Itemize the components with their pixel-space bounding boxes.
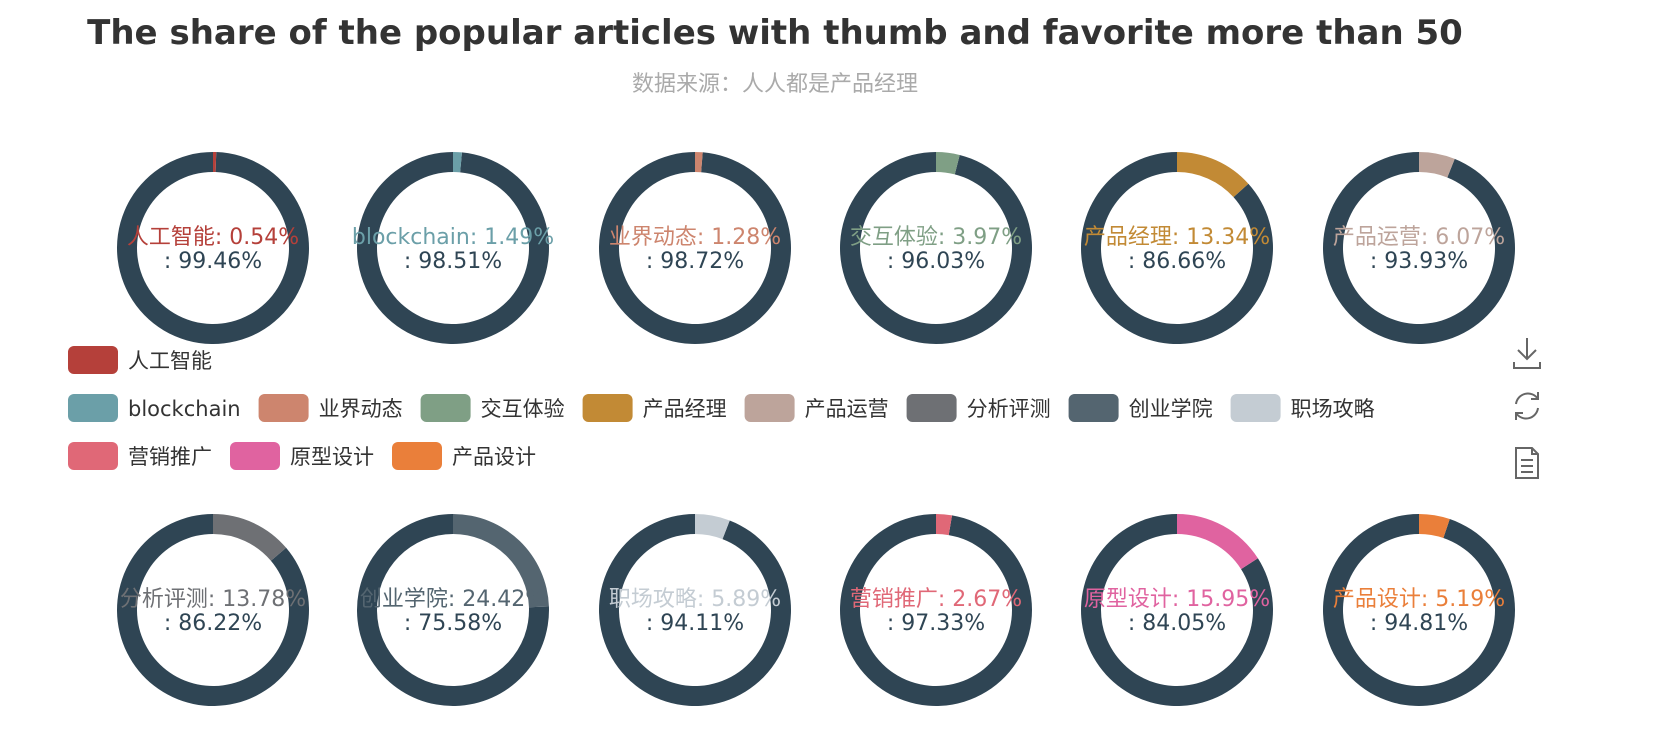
donut-remainder-label: : 99.46% bbox=[164, 249, 262, 274]
legend-item[interactable]: 原型设计 bbox=[230, 442, 374, 470]
donut-value-slice[interactable] bbox=[936, 514, 953, 536]
legend-swatch bbox=[68, 442, 118, 470]
donut-value-slice[interactable] bbox=[1419, 514, 1450, 539]
legend-item[interactable]: 交互体验 bbox=[420, 394, 565, 422]
legend-item[interactable]: 分析评测 bbox=[906, 394, 1051, 422]
legend-item[interactable]: 产品经理 bbox=[582, 394, 727, 422]
legend-item[interactable]: 营销推广 bbox=[68, 442, 212, 470]
donut-value-slice[interactable] bbox=[213, 152, 217, 173]
download-icon[interactable] bbox=[1513, 338, 1541, 369]
donut-value-slice[interactable] bbox=[213, 514, 287, 561]
legend-label: 人工智能 bbox=[128, 349, 212, 373]
legend-label: 产品设计 bbox=[452, 445, 536, 469]
donut-remainder-label: : 98.72% bbox=[646, 249, 744, 274]
donut-remainder-label: : 86.22% bbox=[164, 611, 262, 636]
donut-value-slice[interactable] bbox=[1419, 152, 1455, 178]
legend-label: 交互体验 bbox=[481, 397, 565, 421]
donut-remainder-label: : 86.66% bbox=[1128, 249, 1226, 274]
donut-value-label: 职场攻略: 5.89% bbox=[609, 587, 781, 612]
legend-swatch bbox=[420, 394, 471, 422]
donut-value-label: 产品经理: 13.34% bbox=[1084, 225, 1270, 250]
donut-value-label: 分析评测: 13.78% bbox=[120, 587, 306, 612]
legend-item[interactable]: 产品运营 bbox=[744, 394, 889, 422]
donut-value-label: 产品运营: 6.07% bbox=[1333, 225, 1505, 250]
legend-swatch bbox=[906, 394, 957, 422]
donut-value-label: 营销推广: 2.67% bbox=[850, 587, 1022, 612]
legend-label: 职场攻略 bbox=[1291, 397, 1375, 421]
donut-6: 产品运营: 6.07%: 93.93% bbox=[1323, 152, 1516, 344]
donut-8: 创业学院: 24.42%: 75.58% bbox=[357, 514, 549, 706]
legend-swatch bbox=[258, 394, 309, 422]
legend-item[interactable]: 产品设计 bbox=[392, 442, 536, 470]
donut-9: 职场攻略: 5.89%: 94.11% bbox=[599, 514, 792, 707]
legend-label: 产品运营 bbox=[805, 397, 889, 421]
chart-title: The share of the popular articles with t… bbox=[87, 13, 1463, 53]
legend: 人工智能 blockchain 业界动态 交互体验 产品经理 产品运营 分析评测 创业学院 职场… bbox=[68, 346, 1375, 470]
legend-item[interactable]: 业界动态 bbox=[258, 394, 403, 422]
donut-value-slice[interactable] bbox=[1177, 152, 1249, 198]
legend-swatch bbox=[68, 394, 118, 422]
legend-item[interactable]: 职场攻略 bbox=[1230, 394, 1375, 422]
legend-item[interactable]: blockchain bbox=[68, 394, 241, 422]
legend-item[interactable]: 人工智能 bbox=[68, 346, 212, 374]
donut-value-label: 产品设计: 5.19% bbox=[1333, 587, 1505, 612]
donut-value-label: blockchain: 1.49% bbox=[352, 225, 554, 250]
donut-remainder-label: : 84.05% bbox=[1128, 611, 1226, 636]
legend-label: 分析评测 bbox=[967, 397, 1051, 421]
donut-value-slice[interactable] bbox=[453, 152, 462, 173]
donut-remainder-label: : 94.11% bbox=[646, 611, 744, 636]
donut-value-slice[interactable] bbox=[695, 514, 730, 540]
donut-2: blockchain: 1.49%: 98.51% bbox=[352, 152, 554, 344]
donut-grid: 人工智能: 0.54%: 99.46%blockchain: 1.49%: 98… bbox=[117, 152, 1516, 707]
refresh-icon[interactable] bbox=[1515, 392, 1539, 420]
donut-1: 人工智能: 0.54%: 99.46% bbox=[117, 152, 309, 345]
legend-swatch bbox=[1230, 394, 1281, 422]
toolbox bbox=[1513, 338, 1541, 479]
donut-value-slice[interactable] bbox=[453, 514, 549, 608]
legend-swatch bbox=[230, 442, 280, 470]
chart-subtitle: 数据来源：人人都是产品经理 bbox=[632, 72, 918, 97]
legend-label: 产品经理 bbox=[643, 397, 727, 421]
legend-label: blockchain bbox=[128, 397, 241, 421]
donut-remainder-label: : 93.93% bbox=[1370, 249, 1468, 274]
donut-value-slice[interactable] bbox=[695, 152, 703, 173]
donut-value-slice[interactable] bbox=[936, 152, 960, 175]
data-view-icon[interactable] bbox=[1515, 447, 1539, 479]
donut-value-label: 人工智能: 0.54% bbox=[127, 225, 299, 250]
donut-4: 交互体验: 3.97%: 96.03% bbox=[840, 152, 1033, 345]
legend-swatch bbox=[582, 394, 633, 422]
donut-value-label: 原型设计: 15.95% bbox=[1084, 587, 1270, 612]
legend-label: 原型设计 bbox=[290, 445, 374, 469]
donut-remainder-label: : 96.03% bbox=[887, 249, 985, 274]
donut-remainder-label: : 94.81% bbox=[1370, 611, 1468, 636]
donut-7: 分析评测: 13.78%: 86.22% bbox=[117, 514, 310, 706]
donut-value-label: 业界动态: 1.28% bbox=[609, 225, 781, 250]
donut-11: 原型设计: 15.95%: 84.05% bbox=[1081, 514, 1273, 707]
donut-remainder-label: : 75.58% bbox=[404, 611, 502, 636]
legend-swatch bbox=[1068, 394, 1119, 422]
donut-12: 产品设计: 5.19%: 94.81% bbox=[1323, 514, 1516, 707]
donut-remainder-label: : 98.51% bbox=[404, 249, 502, 274]
legend-label: 营销推广 bbox=[128, 445, 212, 469]
donut-value-label: 创业学院: 24.42% bbox=[360, 587, 546, 612]
donut-value-slice[interactable] bbox=[1177, 514, 1258, 570]
donut-10: 营销推广: 2.67%: 97.33% bbox=[840, 514, 1033, 707]
donut-remainder-label: : 97.33% bbox=[887, 611, 985, 636]
legend-swatch bbox=[68, 346, 118, 374]
donut-5: 产品经理: 13.34%: 86.66% bbox=[1081, 152, 1273, 345]
legend-swatch bbox=[392, 442, 442, 470]
legend-swatch bbox=[744, 394, 795, 422]
donut-3: 业界动态: 1.28%: 98.72% bbox=[598, 152, 791, 344]
legend-label: 创业学院 bbox=[1129, 397, 1213, 421]
legend-item[interactable]: 创业学院 bbox=[1068, 394, 1213, 422]
legend-label: 业界动态 bbox=[319, 397, 403, 421]
donut-value-label: 交互体验: 3.97% bbox=[850, 225, 1022, 250]
